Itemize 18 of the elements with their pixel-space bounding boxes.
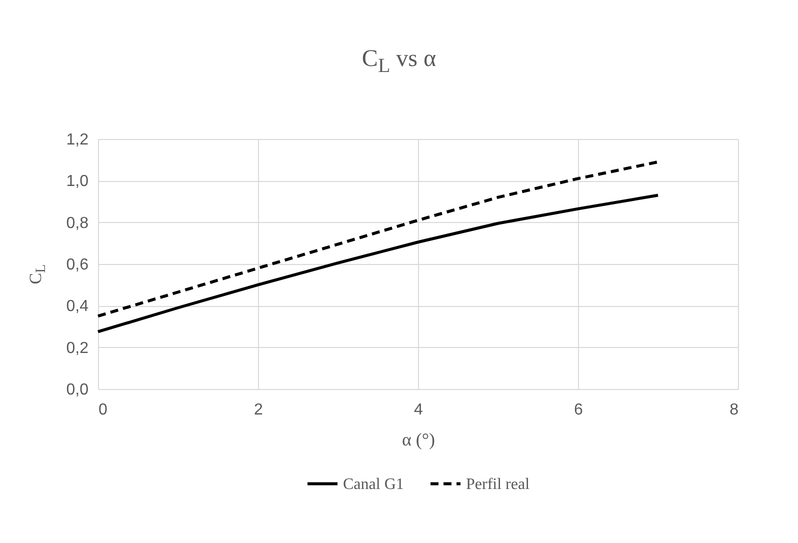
- legend-label: Canal G1: [343, 476, 404, 493]
- y-tick-label: 0,2: [66, 340, 89, 357]
- x-tick-label: 8: [730, 402, 739, 418]
- x-tick-label: 6: [574, 402, 584, 418]
- y-tick-label: 0,6: [66, 256, 89, 274]
- x-tick-label: 4: [414, 402, 424, 418]
- y-tick-label: 0,4: [66, 298, 89, 316]
- x-tick-label: 0: [98, 402, 108, 418]
- y-tick-label: 1,0: [66, 173, 89, 190]
- line-series: [96, 160, 660, 318]
- y-tick-label: 0,8: [66, 214, 89, 232]
- x-tick-label: 2: [254, 402, 264, 418]
- chart-title: C$_{L}$ vs α: [360, 46, 438, 78]
- y-tick-label: 0,0: [66, 382, 89, 398]
- x-axis-title: α (°): [402, 430, 436, 450]
- line-series: [96, 194, 660, 334]
- y-tick-label: 1,2: [66, 132, 89, 148]
- legend-label: Perfil real: [466, 476, 530, 493]
